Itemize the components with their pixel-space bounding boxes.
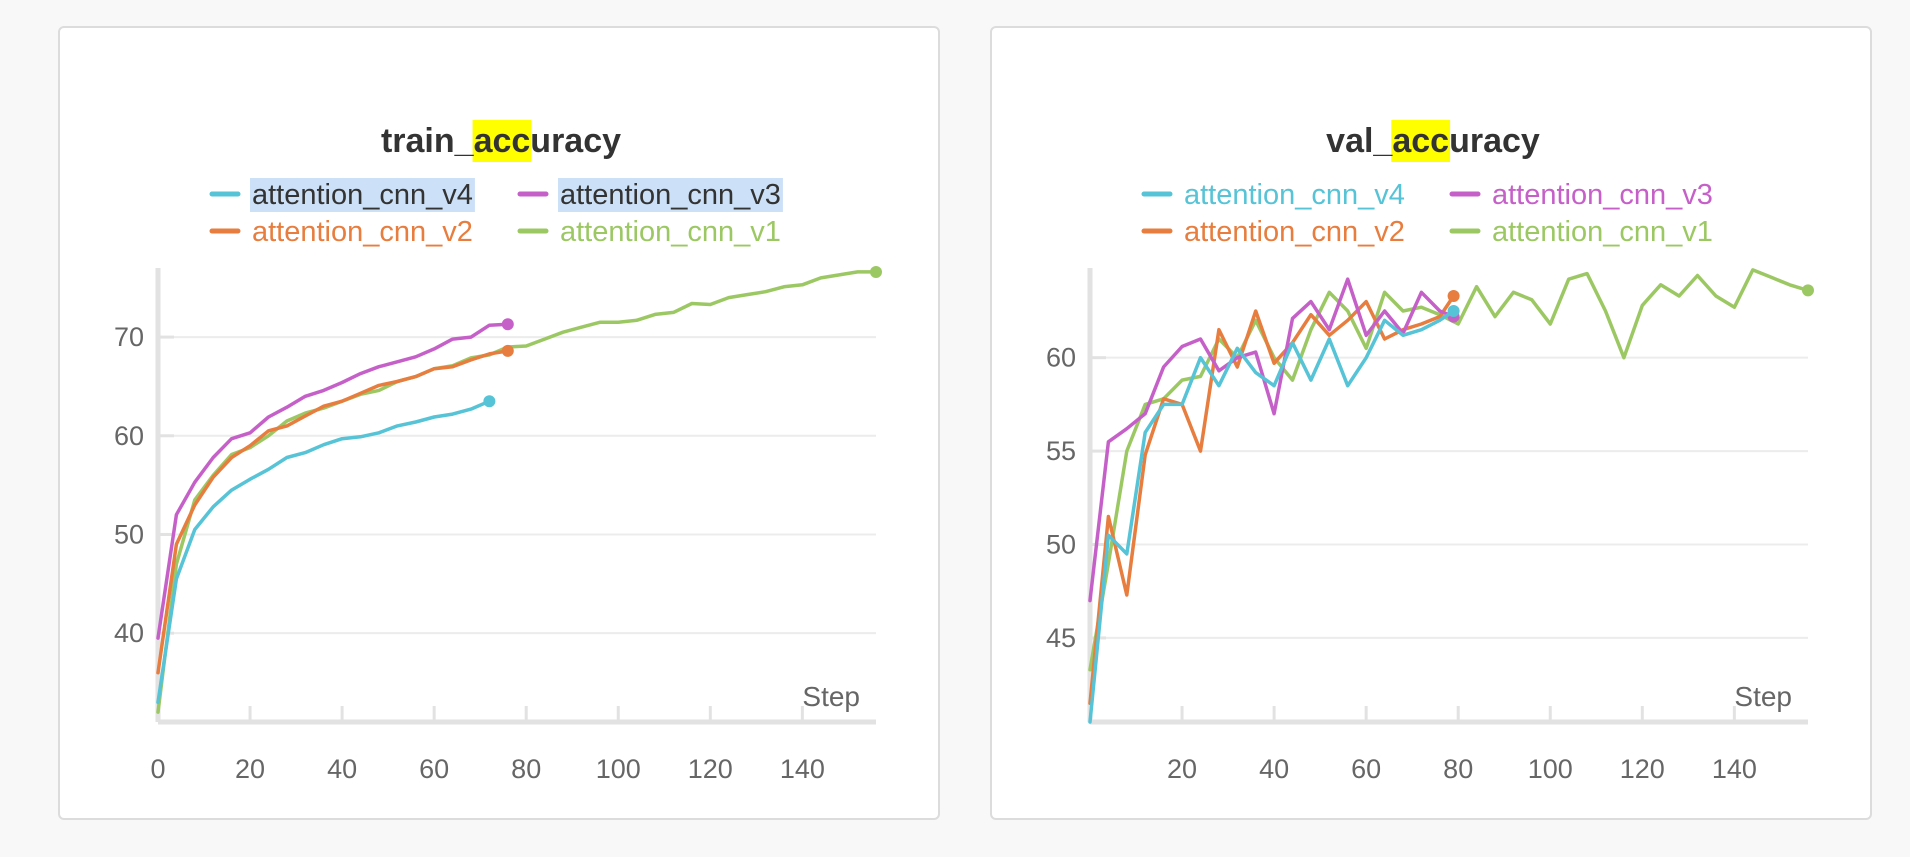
legend-label: attention_cnn_v2 [252,216,473,248]
chart-title: val_accuracy [1326,120,1540,162]
series-group [1088,268,1814,724]
chart-title-part: uracy [530,122,621,160]
x-axis-label: Step [802,681,860,712]
chart-title-part: train_ [381,122,475,160]
legend-item[interactable]: attention_cnn_v3 [517,178,783,212]
y-tick-label: 60 [1046,343,1076,373]
series-line-attention_cnn_v4[interactable] [1088,309,1456,724]
x-tick-label: 100 [596,754,641,784]
legend-item[interactable]: attention_cnn_v3 [1449,179,1713,211]
series-endpoint-attention_cnn_v4[interactable] [483,395,496,408]
legend-item[interactable]: attention_cnn_v4 [1141,179,1405,211]
x-ticks: 0 20 40 60 80 100 120 140 [150,706,825,784]
x-tick-label: 40 [327,754,357,784]
chart-title-part: val_ [1326,122,1393,160]
legend-label: attention_cnn_v2 [1184,216,1405,248]
x-ticks: 20 40 60 80 100 120 140 [1167,706,1757,784]
x-tick-label: 80 [1443,754,1473,784]
series-line-attention_cnn_v1[interactable] [1088,268,1810,672]
legend-label: attention_cnn_v3 [1492,179,1713,211]
y-tick-label: 50 [1046,530,1076,560]
y-tick-label: 60 [114,421,144,451]
series-line-attention_cnn_v3[interactable] [1088,277,1456,603]
series-line-attention_cnn_v4[interactable] [156,399,492,705]
x-tick-label: 40 [1259,754,1289,784]
series-line-attention_cnn_v3[interactable] [156,322,510,640]
val-accuracy-panel: val_accuracy attention_cnn_v4 attention_cn… [990,26,1872,820]
series-line-attention_cnn_v2[interactable] [1088,294,1456,706]
chart-title: train_accuracy [381,120,621,162]
x-tick-label: 20 [235,754,265,784]
x-axis-label: Step [1734,681,1792,712]
legend-item[interactable]: attention_cnn_v2 [209,216,473,248]
chart-legend: attention_cnn_v4 attention_cnn_v3 attentio… [1141,179,1713,248]
series-endpoint-attention_cnn_v1[interactable] [870,265,882,278]
chart-legend: attention_cnn_v4 attention_cnn_v3 attentio… [209,178,783,248]
chart-title-part: acc [1392,122,1449,160]
legend-label: attention_cnn_v1 [1492,216,1713,248]
x-tick-label: 0 [150,754,165,784]
legend-item[interactable]: attention_cnn_v1 [1449,216,1713,248]
x-tick-label: 120 [688,754,733,784]
title-search-highlight [472,120,532,162]
chart-title-part: acc [474,122,531,160]
legend-label: attention_cnn_v1 [560,216,781,248]
x-tick-label: 100 [1528,754,1573,784]
legend-item[interactable]: attention_cnn_v1 [517,216,781,248]
series-endpoint-attention_cnn_v2[interactable] [501,344,514,357]
x-tick-label: 140 [1712,754,1757,784]
legend-label: attention_cnn_v3 [560,179,781,211]
title-search-highlight [1391,120,1451,162]
y-grid: 40 50 60 70 [114,322,876,648]
x-tick-label: 20 [1167,754,1197,784]
y-tick-label: 40 [114,618,144,648]
series-endpoint-attention_cnn_v4[interactable] [1447,304,1460,317]
series-endpoint-attention_cnn_v1[interactable] [1802,284,1814,297]
legend-label: attention_cnn_v4 [252,179,473,211]
y-tick-label: 50 [114,519,144,549]
series-endpoint-attention_cnn_v3[interactable] [501,318,514,331]
y-grid: 45 50 55 60 [1046,343,1808,653]
x-tick-label: 120 [1620,754,1665,784]
x-tick-label: 60 [419,754,449,784]
x-tick-label: 140 [780,754,825,784]
y-tick-label: 70 [114,322,144,352]
series-line-attention_cnn_v2[interactable] [156,349,510,675]
legend-item[interactable]: attention_cnn_v2 [1141,216,1405,248]
y-tick-label: 55 [1046,436,1076,466]
legend-label: attention_cnn_v4 [1184,179,1405,211]
legend-item[interactable]: attention_cnn_v4 [209,178,475,212]
y-tick-label: 45 [1046,623,1076,653]
legend-selection-highlight [558,178,783,212]
x-tick-label: 80 [511,754,541,784]
series-group [156,265,882,714]
svg-text:val_accuracy: val_accuracy [1326,122,1540,160]
train-accuracy-panel: train_accuracy attention_cnn_v4 attention_… [58,26,940,820]
chart-title-part: uracy [1449,122,1540,160]
legend-selection-highlight [250,178,475,212]
svg-text:train_accuracy: train_accuracy [381,122,621,160]
x-tick-label: 60 [1351,754,1381,784]
series-endpoint-attention_cnn_v2[interactable] [1447,290,1460,303]
